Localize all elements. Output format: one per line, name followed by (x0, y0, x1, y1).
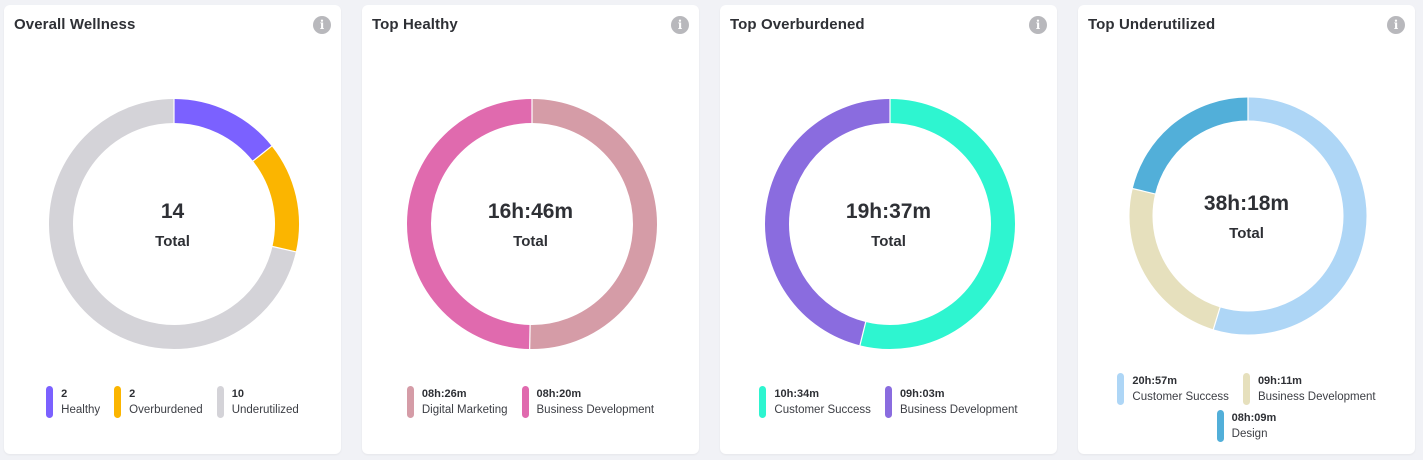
legend-value: 2 (61, 388, 68, 400)
legend-value: 2 (129, 388, 136, 400)
donut-slice-digital-marketing[interactable] (529, 99, 657, 349)
legend-value: 20h:57m (1132, 375, 1178, 387)
legend-label: Customer Success (774, 404, 871, 416)
legend-swatch (46, 386, 54, 418)
donut-slice-underutilized[interactable] (49, 99, 296, 349)
legend-item-overburdened[interactable]: 2 Overburdened (114, 386, 203, 419)
legend-swatch (216, 386, 224, 418)
donut-center-label: Total (871, 233, 906, 250)
legend-value: 08h:09m (1231, 412, 1277, 424)
legend-item-customer-success[interactable]: 20h:57m Customer Success (1117, 373, 1229, 406)
donut-center-value: 16h:46m (487, 200, 574, 223)
top-overburdened-card: Top Overburdened i 19h:37m Total 10h:34m… (720, 5, 1057, 454)
legend-item-customer-success[interactable]: 10h:34m Customer Success (759, 386, 871, 419)
donut-slice-design[interactable] (1132, 97, 1249, 195)
donut-chart (765, 98, 1015, 349)
legend-value: 10h:34m (774, 388, 820, 400)
chart-legend: 20h:57m Customer Success 09h:11m Business … (1078, 373, 1415, 447)
donut-chart (49, 98, 299, 349)
legend-value: 09h:11m (1257, 375, 1302, 387)
legend-swatch (1216, 410, 1224, 442)
slice-separator (271, 245, 297, 253)
legend-item-business-development[interactable]: 08h:20m Business Development (521, 386, 655, 419)
slice-separator (1212, 306, 1221, 331)
info-icon[interactable]: i (1029, 16, 1047, 34)
info-icon[interactable]: i (1387, 16, 1405, 34)
legend-item-healthy[interactable]: 2 Healthy (46, 386, 100, 419)
top-underutilized-card: Top Underutilized i 38h:18m Total 20h:57… (1078, 5, 1415, 454)
legend-label: Business Development (1257, 391, 1376, 403)
donut-center-label: Total (513, 233, 548, 250)
donut-center-value: 38h:18m (1203, 192, 1290, 215)
legend-label: Overburdened (129, 404, 203, 416)
legend-item-digital-marketing[interactable]: 08h:26m Digital Marketing (406, 386, 508, 419)
legend-value: 09h:03m (899, 388, 945, 400)
chart-legend: 10h:34m Customer Success 09h:03m Business … (720, 386, 1057, 423)
legend-value: 08h:20m (536, 388, 582, 400)
legend-item-underutilized[interactable]: 10 Underutilized (216, 386, 299, 419)
slice-separator (859, 320, 867, 347)
legend-swatch (114, 386, 122, 418)
legend-label: Underutilized (231, 404, 299, 416)
donut-chart (407, 98, 657, 350)
info-icon[interactable]: i (671, 16, 689, 34)
donut-slice-business-development[interactable] (1129, 188, 1221, 330)
info-icon[interactable]: i (313, 16, 331, 34)
legend-value: 10 (231, 388, 244, 400)
top-healthy-card: Top Healthy i 16h:46m Total 08h:26m Digit… (362, 5, 699, 454)
legend-item-business-development[interactable]: 09h:11m Business Development (1242, 373, 1376, 406)
legend-swatch (759, 386, 767, 418)
legend-swatch (1242, 373, 1250, 405)
legend-label: Design (1231, 428, 1268, 440)
overall-wellness-card: Overall Wellness i 14 Total 2 Healthy 2 Ov… (4, 5, 341, 454)
legend-value: 08h:26m (421, 388, 467, 400)
donut-slice-customer-success[interactable] (1213, 97, 1367, 335)
donut-center-value: 14 (160, 200, 185, 223)
card-title: Top Overburdened (730, 16, 865, 33)
legend-swatch (1117, 373, 1125, 405)
donut-chart (1129, 96, 1367, 335)
legend-item-design[interactable]: 08h:09m Design (1216, 410, 1277, 443)
slice-separator (1131, 187, 1157, 195)
card-title: Overall Wellness (14, 16, 136, 33)
card-title: Top Underutilized (1088, 16, 1216, 33)
legend-item-business-development[interactable]: 09h:03m Business Development (884, 386, 1018, 419)
donut-slice-healthy[interactable] (173, 99, 272, 162)
slice-separator (251, 144, 273, 163)
donut-center-label: Total (155, 233, 190, 250)
donut-center-label: Total (1229, 225, 1264, 242)
donut-slice-business-development[interactable] (765, 99, 891, 346)
legend-swatch (521, 386, 529, 418)
donut-slice-business-development[interactable] (407, 99, 533, 349)
legend-label: Customer Success (1132, 391, 1229, 403)
donut-slice-overburdened[interactable] (252, 146, 299, 252)
card-title: Top Healthy (372, 16, 458, 33)
legend-swatch (884, 386, 892, 418)
legend-label: Healthy (61, 404, 101, 416)
legend-label: Digital Marketing (421, 404, 508, 416)
donut-slice-customer-success[interactable] (859, 99, 1015, 349)
chart-legend: 2 Healthy 2 Overburdened 10 Underutilized (4, 386, 341, 423)
legend-label: Business Development (899, 404, 1018, 416)
legend-swatch (406, 386, 414, 418)
legend-label: Business Development (536, 404, 655, 416)
chart-legend: 08h:26m Digital Marketing 08h:20m Business… (362, 386, 699, 423)
donut-center-value: 19h:37m (845, 200, 932, 223)
